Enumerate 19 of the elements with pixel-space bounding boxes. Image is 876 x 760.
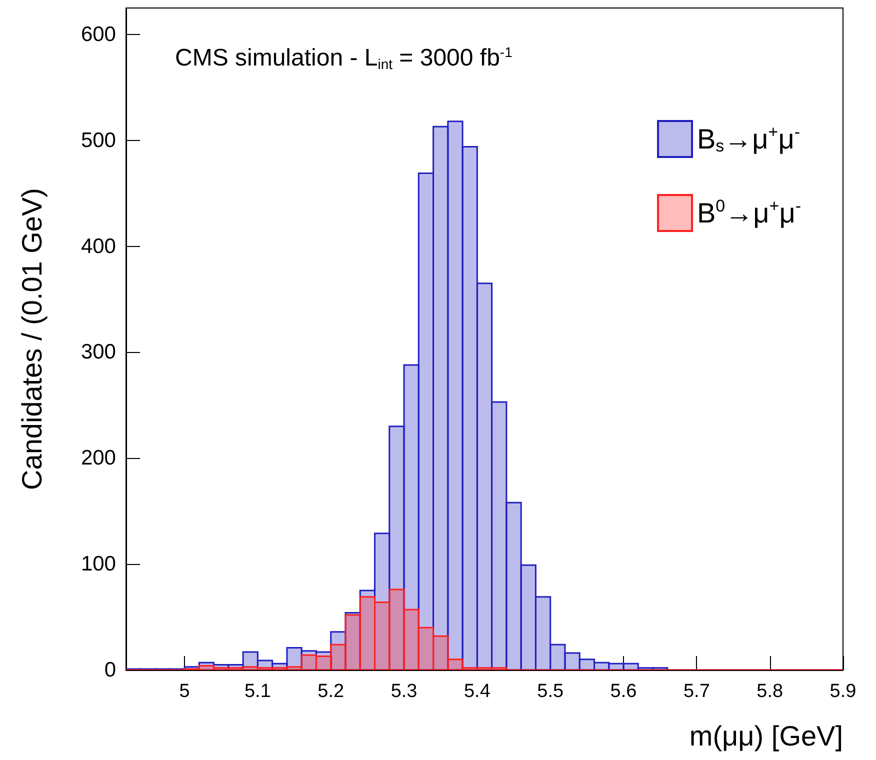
y-tick-label: 0 [104, 658, 116, 682]
x-tick-label: 5.1 [244, 681, 271, 702]
x-tick-label: 5.5 [537, 681, 564, 702]
x-axis-title: m(μμ) [GeV] [689, 720, 843, 752]
x-tick-label: 5.3 [390, 681, 418, 702]
x-tick-label: 5.7 [683, 681, 710, 702]
y-tick-label: 400 [80, 234, 116, 258]
y-tick-label: 600 [80, 22, 116, 46]
y-tick-label: 300 [80, 340, 116, 364]
y-axis-title: Candidates / (0.01 GeV) [16, 188, 48, 490]
x-tick-label: 5.2 [318, 681, 344, 702]
x-tick-label: 5.4 [464, 681, 491, 702]
x-tick-label: 5.8 [756, 681, 784, 702]
y-tick-label: 500 [80, 128, 116, 152]
y-tick-label: 200 [80, 446, 116, 470]
x-tick-label: 5.9 [830, 681, 856, 702]
x-tick-label: 5.6 [610, 681, 637, 702]
y-tick-label: 100 [80, 552, 116, 576]
x-tick-label: 5 [179, 681, 190, 702]
